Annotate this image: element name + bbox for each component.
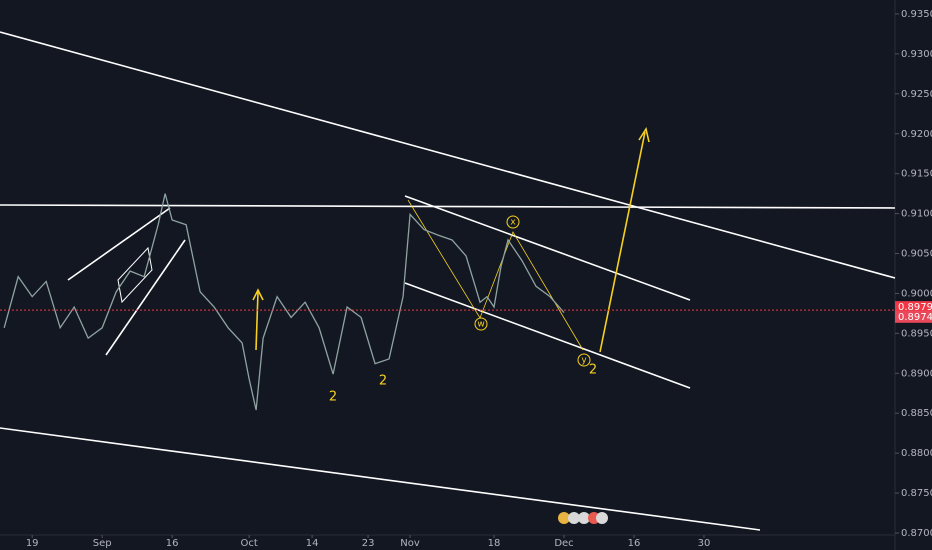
trendline — [0, 31, 896, 279]
arrow — [255, 291, 259, 351]
x-tick-label: Nov — [400, 538, 420, 549]
y-tick-label: 0.87500 — [901, 488, 932, 499]
trendlines — [0, 31, 896, 531]
arrow-head — [252, 288, 264, 301]
x-tick-label: 16 — [166, 538, 179, 549]
trendline — [0, 204, 896, 209]
price-label-box — [895, 310, 932, 323]
wave-label: 2 — [329, 390, 337, 405]
trendline — [0, 427, 761, 531]
x-tick-label: 16 — [628, 538, 641, 549]
trendline — [105, 239, 186, 356]
y-tick-label: 0.88500 — [901, 408, 932, 419]
y-tick-label: 0.90500 — [901, 249, 932, 260]
arrow — [599, 131, 646, 353]
wave-circle — [506, 215, 520, 229]
y-tick-label: 0.87000 — [901, 528, 932, 539]
wave-label: 2 — [589, 363, 597, 378]
y-tick-label: 0.93500 — [901, 9, 932, 20]
wave-label: x — [510, 218, 516, 228]
trendline — [404, 195, 691, 301]
price-label: 0.89745 — [898, 312, 932, 323]
wave-line — [407, 199, 584, 351]
event-icon — [558, 512, 570, 524]
x-tick-label: 18 — [488, 538, 501, 549]
y-tick-label: 0.89000 — [901, 368, 932, 379]
wave-circle — [577, 353, 591, 367]
event-icon — [568, 512, 580, 524]
event-icons — [558, 512, 608, 524]
x-tick-label: 19 — [26, 538, 39, 549]
event-icon — [596, 512, 608, 524]
x-tick-label: Dec — [554, 538, 573, 549]
price-label-box — [895, 301, 932, 314]
y-tick-label: 0.89500 — [901, 328, 932, 339]
x-tick-label: Sep — [93, 538, 112, 549]
y-tick-label: 0.92500 — [901, 89, 932, 100]
wave-label: w — [477, 320, 484, 330]
x-tick-label: Oct — [240, 538, 257, 549]
x-tick-label: 14 — [306, 538, 319, 549]
x-tick-label: 23 — [362, 538, 375, 549]
y-tick-label: 0.93000 — [901, 49, 932, 60]
wave-label: 2 — [379, 374, 387, 389]
wedge — [117, 246, 153, 304]
x-tick-label: 30 — [698, 538, 711, 549]
trendline — [404, 282, 691, 389]
wave-label: y — [581, 356, 587, 366]
y-tick-label: 0.90000 — [901, 288, 932, 299]
arrow-head — [638, 126, 650, 143]
price-label: 0.89791 — [898, 302, 932, 313]
y-tick-label: 0.91500 — [901, 169, 932, 180]
trendline — [67, 207, 171, 281]
wave-circle — [474, 317, 488, 331]
y-tick-label: 0.88000 — [901, 448, 932, 459]
projections — [252, 126, 650, 353]
y-tick-label: 0.91000 — [901, 209, 932, 220]
event-icon — [578, 512, 590, 524]
y-tick-label: 0.92000 — [901, 129, 932, 140]
